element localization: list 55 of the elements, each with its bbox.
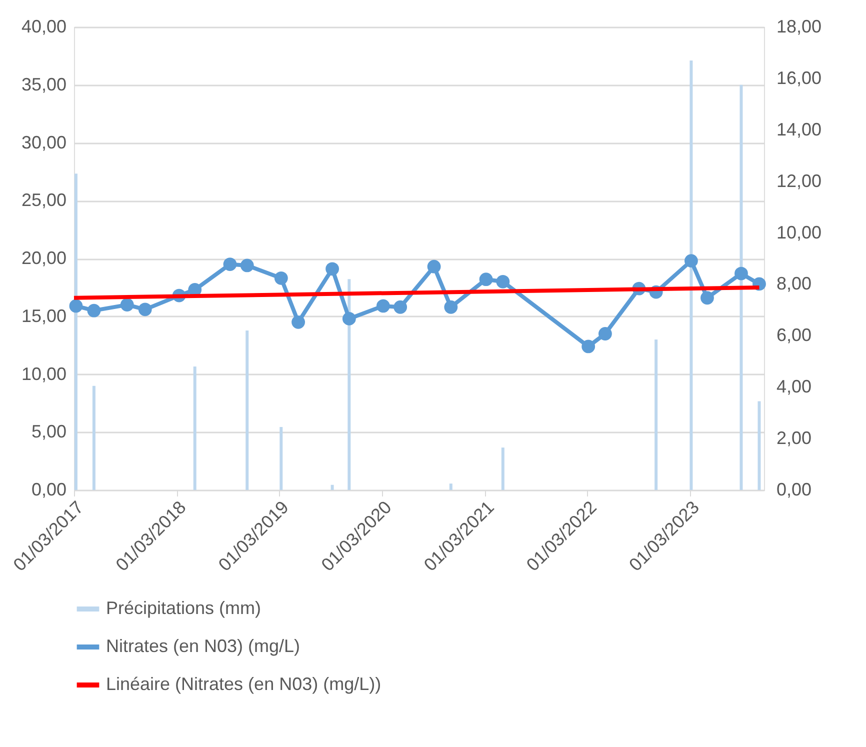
- y2-tick-label: 12,00: [776, 170, 822, 191]
- legend-label: Nitrates (en N03) (mg/L): [106, 636, 300, 656]
- y2-tick-label: 2,00: [776, 428, 812, 448]
- y-tick-label: 35,00: [21, 74, 66, 94]
- bar: [654, 340, 658, 490]
- point: [700, 291, 714, 305]
- point: [479, 272, 493, 286]
- bar: [92, 386, 96, 490]
- y-tick-label: 15,00: [21, 306, 66, 326]
- y-tick-label: 30,00: [21, 132, 66, 152]
- bar: [758, 401, 761, 490]
- point: [87, 304, 101, 318]
- point: [598, 327, 612, 340]
- point: [394, 300, 408, 314]
- bar: [74, 174, 78, 490]
- point: [342, 312, 356, 326]
- point: [427, 260, 441, 274]
- y-tick-label: 40,00: [21, 16, 66, 36]
- y-tick-label: 5,00: [31, 422, 66, 442]
- point: [120, 298, 134, 312]
- y-tick-label: 20,00: [21, 248, 66, 268]
- y-tick-label: 10,00: [21, 364, 66, 384]
- point: [376, 299, 390, 313]
- y2-tick-label: 8,00: [776, 274, 812, 294]
- point: [444, 300, 458, 314]
- point: [274, 271, 288, 285]
- point: [138, 302, 152, 316]
- bar: [501, 448, 504, 490]
- point: [582, 340, 596, 354]
- y2-tick-label: 14,00: [776, 119, 822, 140]
- y2-tick-label: 16,00: [776, 68, 822, 88]
- bar: [690, 60, 693, 490]
- point: [326, 262, 339, 276]
- bar: [246, 330, 249, 490]
- point: [734, 266, 748, 280]
- y-tick-label: 0,00: [31, 480, 66, 500]
- point: [69, 299, 83, 313]
- point: [496, 274, 510, 288]
- y2-tick-label: 0,00: [776, 480, 812, 500]
- legend-label: Précipitations (mm): [106, 598, 262, 618]
- bar: [193, 366, 196, 490]
- bar: [330, 484, 334, 490]
- point: [684, 254, 698, 268]
- y2-tick-label: 18,00: [776, 16, 822, 36]
- point: [292, 315, 305, 329]
- y2-tick-label: 6,00: [776, 325, 812, 346]
- legend-label: Linéaire (Nitrates (en N03) (mg/L)): [106, 674, 382, 694]
- y-tick-label: 25,00: [21, 190, 66, 210]
- point: [240, 258, 254, 272]
- point: [223, 258, 237, 271]
- y2-tick-label: 10,00: [776, 222, 822, 242]
- bar: [740, 84, 743, 490]
- bar: [280, 426, 283, 490]
- y2-tick-label: 4,00: [776, 376, 812, 397]
- bar: [449, 484, 452, 490]
